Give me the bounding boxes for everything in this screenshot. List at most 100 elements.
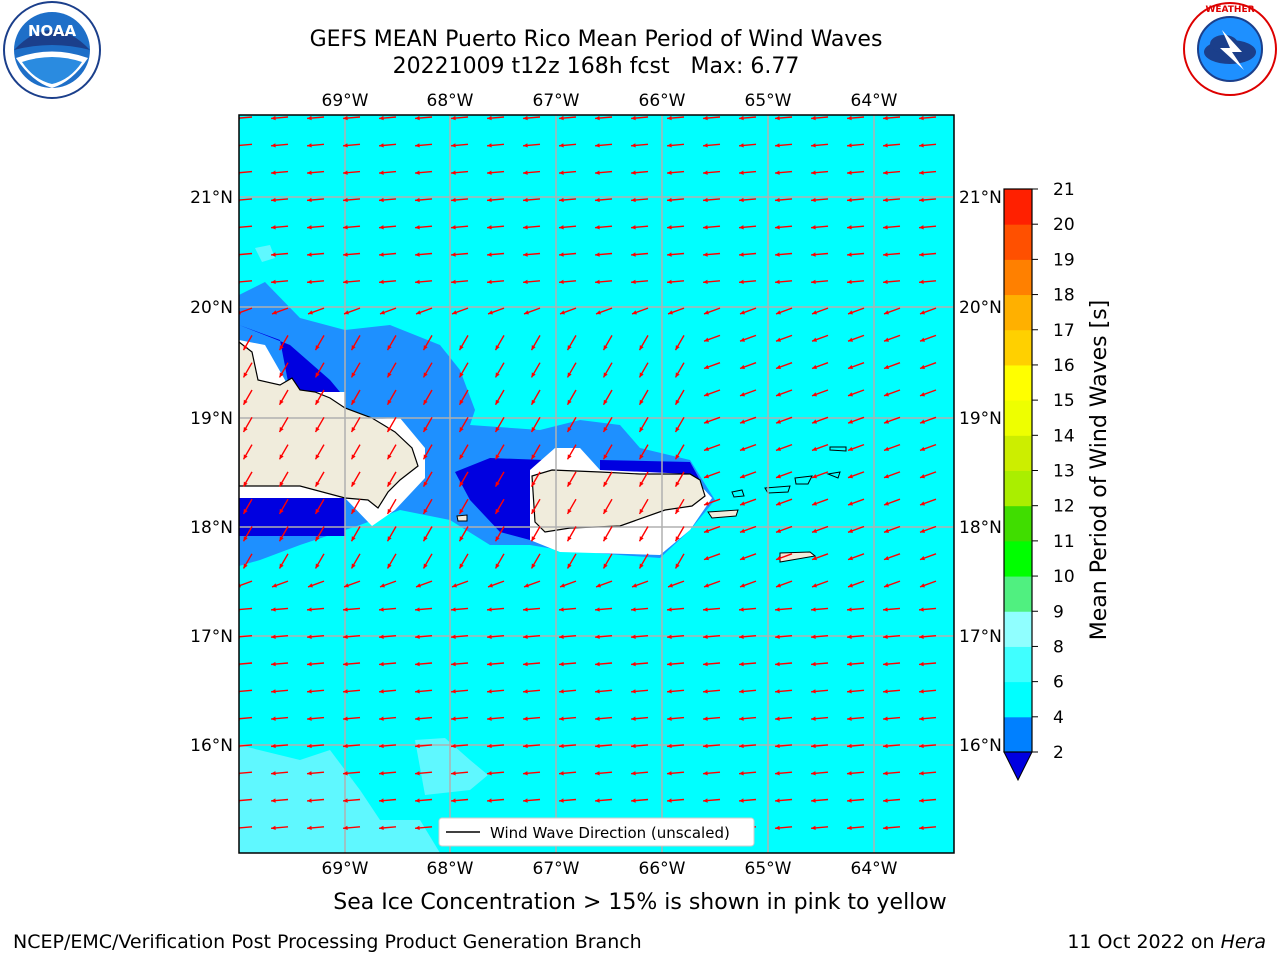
wave-arrow	[883, 580, 901, 588]
wave-arrow	[919, 197, 937, 203]
wave-arrow	[422, 416, 433, 433]
wave-arrow	[667, 580, 685, 588]
wave-arrow	[278, 416, 289, 433]
wave-arrow	[919, 416, 937, 424]
wave-arrow	[271, 798, 289, 803]
wave-arrow	[703, 580, 721, 588]
wave-arrow	[739, 471, 757, 479]
wave-arrow	[667, 689, 685, 694]
wave-arrow	[559, 771, 577, 776]
lon-tick-top: 68°W	[427, 91, 474, 111]
wave-arrow	[674, 526, 685, 542]
wave-arrow	[343, 197, 361, 203]
lat-tick-right: 19°N	[959, 409, 1002, 429]
wave-arrow	[487, 661, 505, 667]
wave-arrow	[775, 279, 793, 285]
wave-arrow	[559, 716, 577, 721]
wave-arrow	[422, 498, 433, 515]
wave-arrow	[307, 170, 325, 175]
lat-tick-left: 21°N	[190, 188, 233, 208]
wave-arrow	[919, 115, 937, 121]
wave-arrow	[559, 143, 577, 148]
wave-arrow	[314, 416, 325, 433]
wave-arrow	[739, 798, 757, 803]
wave-arrow	[919, 170, 937, 175]
wave-arrow	[811, 634, 829, 639]
wave-arrow	[883, 716, 901, 721]
wave-arrow	[487, 170, 505, 175]
wave-arrow	[242, 471, 253, 487]
light-period-area-2	[415, 738, 488, 795]
wave-arrow	[494, 498, 505, 515]
wave-arrow	[883, 389, 901, 397]
wave-arrow	[350, 335, 361, 351]
map-subtitle: 20221009 t12z 168h fcst Max: 6.77	[392, 54, 800, 79]
wave-arrow	[667, 143, 685, 148]
culebra-island	[731, 489, 745, 498]
wave-arrow	[523, 307, 541, 315]
wave-arrow	[674, 498, 685, 515]
wave-arrow	[379, 634, 397, 639]
wave-arrow	[487, 771, 505, 776]
wave-arrow	[883, 525, 901, 533]
wave-arrow	[595, 798, 613, 803]
wave-arrow	[343, 143, 361, 148]
wave-arrow	[775, 307, 793, 315]
wave-arrow	[451, 252, 469, 257]
wave-arrow	[667, 170, 685, 175]
lat-tick-right: 16°N	[959, 736, 1002, 756]
wave-arrow	[523, 225, 541, 230]
colorbar-tick: 16	[1053, 356, 1075, 376]
lat-tick-right: 20°N	[959, 298, 1002, 318]
wave-arrow	[883, 498, 901, 506]
wind-wave-arrows	[239, 115, 937, 831]
lat-tick-left: 16°N	[190, 736, 233, 756]
wave-arrow	[667, 252, 685, 257]
colorbar-bin	[1004, 224, 1032, 260]
lon-tick-bottom: 65°W	[745, 859, 792, 879]
wave-arrow	[343, 580, 361, 588]
colorbar-bin	[1004, 189, 1032, 225]
wave-arrow	[242, 335, 253, 351]
map-title: GEFS MEAN Puerto Rico Mean Period of Win…	[309, 27, 883, 52]
wave-arrow	[530, 416, 541, 433]
wave-arrow	[314, 553, 325, 569]
wave-arrow	[883, 416, 901, 424]
wave-arrow	[451, 225, 469, 230]
wave-arrow	[739, 115, 757, 121]
colorbar-tick: 17	[1053, 321, 1075, 341]
wave-arrow	[638, 335, 649, 351]
wave-arrow	[487, 716, 505, 721]
wave-arrow	[271, 689, 289, 694]
colorbar-bin	[1004, 364, 1032, 401]
colorbar-tick: 13	[1053, 462, 1075, 482]
wave-arrow	[386, 389, 397, 406]
wave-arrow	[811, 252, 829, 257]
colorbar-bin	[1004, 400, 1032, 436]
wave-arrow	[703, 661, 721, 667]
wave-arrow	[847, 279, 865, 285]
wave-arrow	[739, 607, 757, 612]
wave-arrow	[530, 389, 541, 406]
wave-arrow	[847, 143, 865, 148]
wave-arrow	[458, 416, 469, 433]
wave-arrow	[530, 471, 541, 487]
wave-arrow	[278, 471, 289, 487]
wave-arrow	[559, 225, 577, 230]
wave-arrow	[811, 771, 829, 776]
wave-arrow	[422, 471, 433, 487]
wave-arrow	[278, 389, 289, 406]
wave-arrow	[451, 307, 469, 315]
wave-arrow	[386, 362, 397, 378]
wave-arrow	[422, 389, 433, 406]
wave-arrow	[703, 416, 721, 424]
wave-arrow	[847, 362, 865, 370]
wave-arrow	[559, 279, 577, 285]
wave-arrow	[415, 115, 433, 121]
colorbar-tick: 14	[1053, 426, 1075, 446]
colorbar-tick: 12	[1053, 497, 1075, 517]
wave-arrow	[811, 225, 829, 230]
wave-arrow	[494, 362, 505, 378]
wave-arrow	[530, 526, 541, 542]
small-cay	[829, 446, 847, 452]
